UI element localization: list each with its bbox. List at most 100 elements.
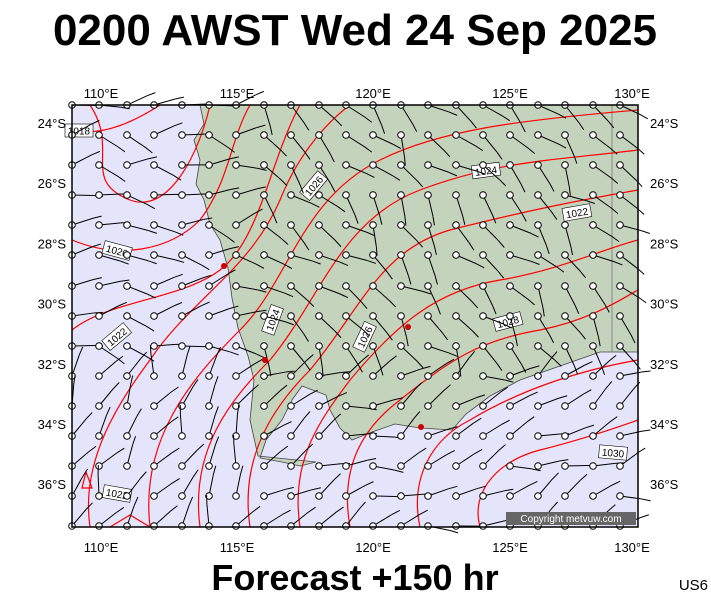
barb-flag (174, 231, 184, 236)
barb-flag (609, 416, 618, 423)
barb-flag (605, 381, 613, 389)
barb-flag (227, 236, 235, 243)
barb-station (589, 312, 597, 320)
lon-label-top: 120°E (355, 86, 391, 101)
isobar-value: 1024 (474, 165, 498, 179)
barb-flag (432, 216, 435, 226)
barb-station (95, 402, 103, 410)
barb-flag (473, 417, 482, 424)
barb-flag (227, 146, 235, 153)
barb-station (123, 221, 131, 229)
barb-station (616, 251, 624, 259)
barb-station (506, 161, 514, 169)
barb-flag (557, 113, 567, 119)
barb-flag (283, 263, 293, 269)
lat-label-right: 32°S (650, 357, 679, 372)
barb-station (561, 221, 569, 229)
barb-flag (303, 242, 310, 251)
barb-flag (637, 447, 646, 454)
barb-flag (120, 279, 130, 282)
barb-station (205, 462, 213, 470)
barb-flag (641, 230, 650, 235)
barb-station (616, 342, 624, 350)
barb-flag (504, 488, 514, 492)
barb-station (95, 221, 103, 229)
barb-station (150, 131, 158, 139)
barb-station (534, 462, 542, 470)
barb-station (506, 342, 514, 350)
barb-flag (470, 120, 477, 129)
barb-station (232, 432, 240, 440)
barb-flag (192, 379, 199, 388)
barb-station (150, 282, 158, 290)
barb-flag (476, 485, 486, 490)
frame (71, 104, 639, 528)
barb-flag (448, 111, 458, 116)
barb-flag (496, 362, 503, 371)
barb-flag (283, 421, 292, 426)
barb-flag (203, 217, 213, 221)
barb-flag (549, 334, 555, 344)
barb-flag (613, 261, 623, 266)
barb-flag (357, 364, 363, 373)
barb-station (150, 161, 158, 169)
barb-station (232, 251, 240, 259)
barb-flag (611, 236, 620, 243)
lat-label-left: 24°S (38, 116, 67, 131)
barb-station (452, 131, 460, 139)
barb-station (424, 191, 432, 199)
barb-flag (403, 156, 406, 166)
barb-flag (499, 179, 507, 187)
barb-flag (201, 301, 210, 307)
barb-station (561, 432, 569, 440)
barb-station (589, 462, 597, 470)
barb-station (589, 402, 597, 410)
barb-station (178, 221, 186, 229)
barb-flag (443, 149, 451, 158)
barb-flag (136, 408, 142, 417)
barb-flag (257, 167, 267, 171)
barb-flag (526, 416, 535, 423)
barb-station (589, 282, 597, 290)
barb-flag (639, 113, 648, 120)
barb-flag (459, 367, 462, 377)
barb-station (616, 161, 624, 169)
barb-station (95, 432, 103, 440)
barb-station (479, 342, 487, 350)
barb-flag (256, 186, 266, 190)
barb-flag (171, 478, 180, 484)
barb-station (506, 372, 514, 380)
barb-station (342, 221, 350, 229)
barb-flag (306, 354, 314, 361)
barb-flag (462, 215, 466, 225)
barb-flag (117, 175, 126, 182)
barb-station (397, 251, 405, 259)
barb-flag (214, 376, 219, 385)
barb-station (205, 342, 213, 350)
barb-flag (339, 293, 348, 298)
barb-station (534, 402, 542, 410)
barb-station (315, 522, 323, 530)
barb-station (150, 372, 158, 380)
barb-flag (474, 145, 484, 152)
barb-flag (273, 214, 278, 224)
axes: 110°E 110°E 115°E 115°E 120°E 120°E 125°E 125°E… (38, 86, 679, 555)
barb-flag (92, 215, 102, 219)
barb-flag (476, 263, 485, 269)
barb-flag (573, 154, 578, 164)
barb-station (287, 221, 295, 229)
barb-flag (530, 365, 540, 369)
barb-flag (257, 289, 267, 293)
barb-flag (515, 337, 518, 347)
barb-station (150, 432, 158, 440)
barb-flag (299, 184, 304, 194)
barb-flag (149, 345, 152, 355)
barb-station (287, 432, 295, 440)
barb-station (424, 402, 432, 410)
barb-station (561, 342, 569, 350)
barb-station (397, 161, 405, 169)
barb-flag (501, 115, 510, 122)
barb-flag (449, 529, 459, 534)
barb-flag (610, 207, 619, 214)
barb-station (506, 221, 514, 229)
